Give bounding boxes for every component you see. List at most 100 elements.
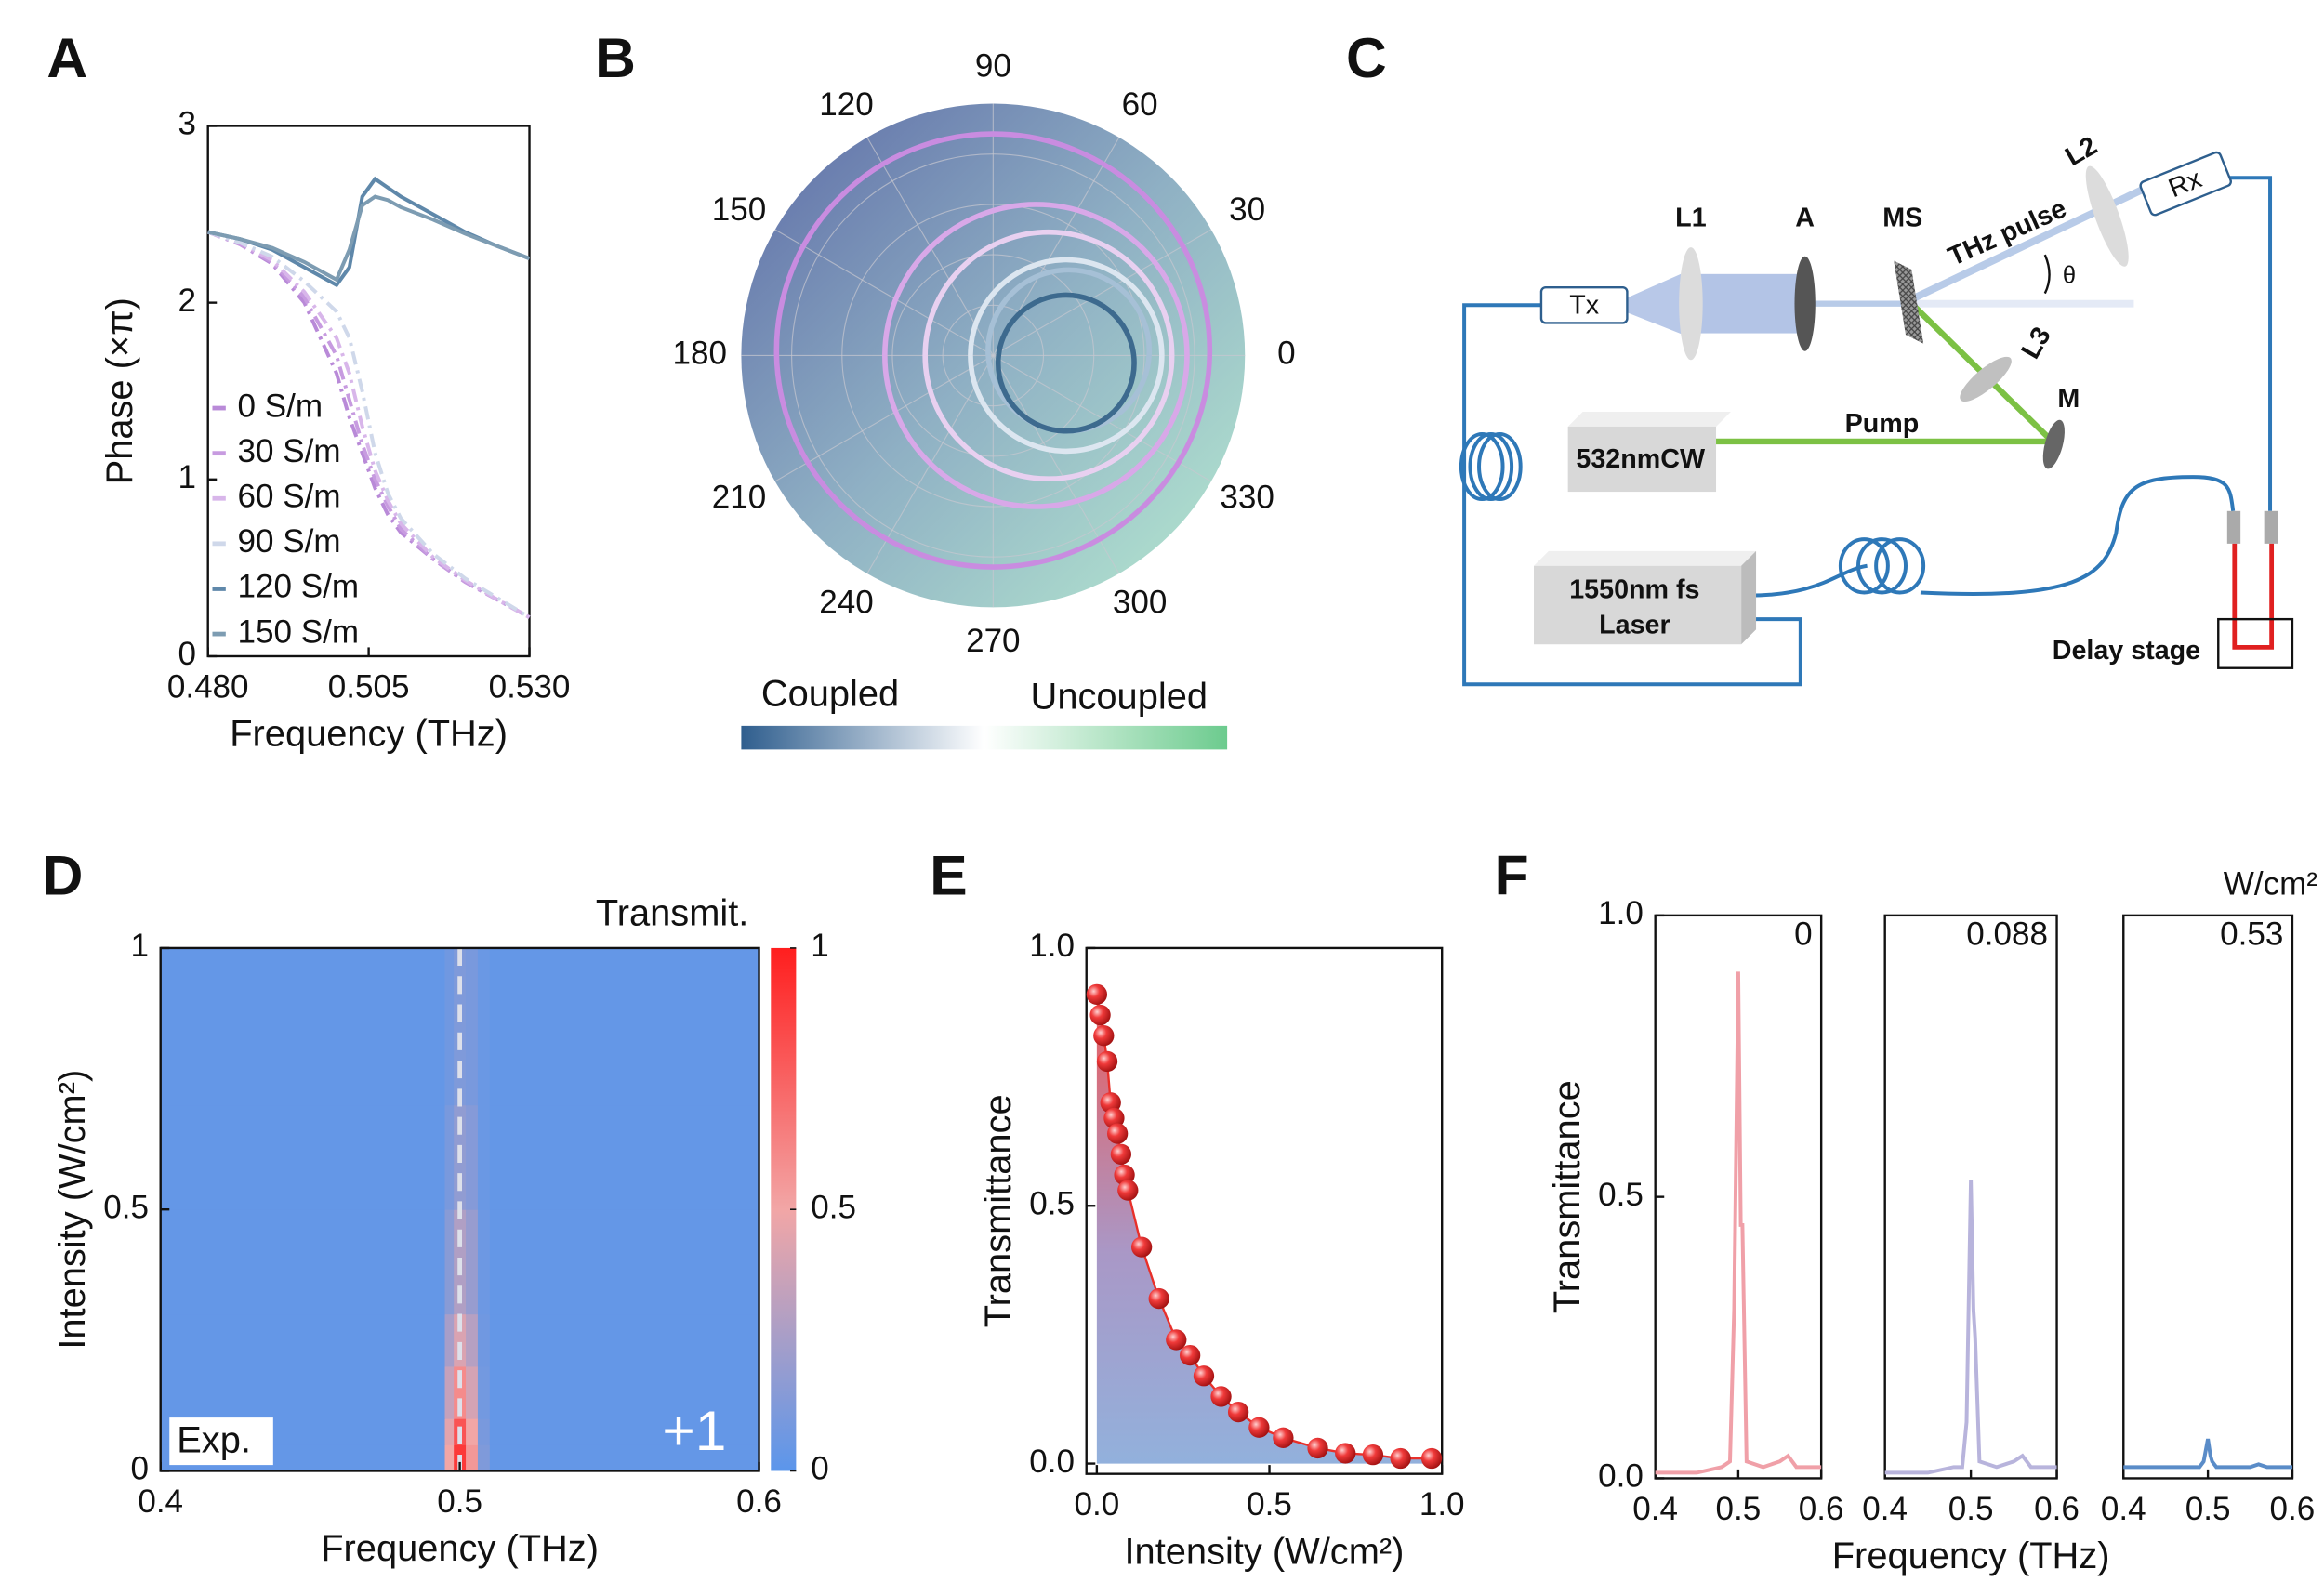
x-tick-label: 0.4: [2101, 1491, 2146, 1527]
legend-label: 60 S/m: [238, 479, 341, 515]
theta-tick-label: 0: [1277, 336, 1296, 372]
point: [1086, 983, 1108, 1005]
colorbar: [741, 725, 1228, 750]
point: [1362, 1444, 1384, 1466]
lens: [1679, 247, 1703, 361]
annotation-box: [169, 1417, 273, 1466]
box-top: [1534, 550, 1757, 566]
colorbar-label: Coupled: [761, 674, 899, 715]
point: [1117, 1180, 1139, 1201]
colorbar-label: Uncoupled: [1031, 677, 1208, 718]
panel-label: A: [46, 26, 87, 89]
cw-laser: [1567, 426, 1717, 493]
heat-cell: [489, 1313, 760, 1367]
lens-label: L1: [1675, 203, 1707, 232]
heat-cell: [466, 947, 479, 1106]
x-tick-label: 0.5: [2185, 1491, 2231, 1527]
delay-label: Delay stage: [2053, 636, 2200, 666]
heat-cell: [444, 1104, 455, 1210]
x-tick-label: 0.4: [138, 1483, 183, 1520]
plot-frame: [1085, 946, 1444, 1475]
lens-label: L2: [2060, 131, 2102, 172]
heat-cell: [477, 1365, 491, 1419]
aperture-label: A: [1795, 203, 1815, 232]
fiber: [1462, 303, 1802, 687]
trajectory: [773, 131, 1213, 570]
ms-label: MS: [1882, 203, 1922, 232]
line: [1884, 1180, 2057, 1475]
y-tick-label: 1.0: [1029, 928, 1075, 964]
heat-cell: [489, 947, 760, 1106]
line: [207, 194, 531, 283]
x-tick-label: 0.0: [1074, 1486, 1119, 1523]
heat-cell: [477, 947, 491, 1106]
heat-cell: [160, 1104, 446, 1210]
fs-laser: [1534, 565, 1742, 645]
colorbar-tick-label: 0.5: [811, 1189, 856, 1225]
x-tick-label: 0.4: [1862, 1491, 1908, 1527]
point: [1273, 1427, 1294, 1448]
y-axis-label: Intensity (W/cm²): [52, 1070, 93, 1350]
theta-tick-label: 240: [819, 584, 873, 620]
legend-label: 120 S/m: [238, 569, 360, 605]
point: [1179, 1344, 1201, 1366]
lens-label: L3: [2015, 323, 2056, 364]
theta-tick-label: 30: [1229, 191, 1265, 228]
heat-cell: [489, 1365, 760, 1419]
heat-cell: [444, 1365, 455, 1419]
fs-label: Laser: [1599, 611, 1670, 640]
x-axis-label: Frequency (THz): [230, 714, 508, 755]
panel-label: D: [43, 844, 84, 907]
fiber: [1920, 475, 2236, 596]
heat-cell: [444, 947, 455, 1106]
point: [1166, 1329, 1187, 1351]
connector: [2226, 510, 2241, 544]
beam: [1690, 273, 1805, 334]
box-side: [1741, 550, 1757, 645]
x-tick-label: 0.5: [1948, 1491, 1994, 1527]
heat-cell: [477, 1209, 491, 1315]
heat-cell: [444, 1209, 455, 1315]
point: [1130, 1236, 1153, 1258]
line: [2123, 1438, 2292, 1470]
heat-cell: [444, 1313, 455, 1367]
annotation: Exp.: [177, 1420, 251, 1461]
panel-label: F: [1495, 844, 1529, 907]
y-tick-label: 0.0: [1029, 1444, 1075, 1480]
y-tick-label: 0.0: [1598, 1458, 1644, 1495]
heat-cell: [160, 1209, 446, 1315]
y-axis-label: Transmittance: [1547, 1080, 1588, 1313]
theta-tick-label: 120: [819, 86, 873, 123]
x-tick-label: 0.5: [1247, 1486, 1292, 1523]
annotation: +1: [662, 1399, 726, 1462]
heat-cell: [477, 1104, 491, 1210]
fiber-coil: [1838, 537, 1926, 595]
line: [207, 230, 531, 619]
fiber-coil: [1459, 431, 1523, 502]
y-tick-label: 0: [178, 636, 196, 672]
y-tick-label: 0.5: [1029, 1186, 1075, 1222]
theta-tick-label: 150: [712, 191, 766, 228]
polar-spoke: [774, 229, 994, 356]
point: [1089, 1004, 1111, 1026]
theta-tick-label: 180: [673, 336, 727, 372]
heat-cell: [489, 1209, 760, 1315]
x-tick-label: 0.505: [328, 668, 410, 705]
setup-diagram: C Tx L1 A MS THz pulse θ L2 Rx L3 M Pump…: [1346, 26, 2294, 687]
connector: [2264, 510, 2278, 544]
point: [1335, 1443, 1356, 1464]
point: [1420, 1447, 1443, 1470]
point: [1227, 1401, 1249, 1423]
x-axis-label: Frequency (THz): [1832, 1536, 2110, 1576]
line: [1655, 971, 1822, 1475]
heat-cell: [160, 1313, 446, 1367]
point: [1390, 1447, 1411, 1470]
annotation: 0.53: [2220, 916, 2283, 952]
annotation: 0: [1794, 916, 1813, 952]
theta-tick-label: 270: [966, 623, 1020, 659]
y-tick-label: 1.0: [1598, 895, 1644, 931]
plot-frame: [2122, 914, 2294, 1480]
point: [1106, 1123, 1129, 1144]
fiber: [1749, 563, 1868, 598]
